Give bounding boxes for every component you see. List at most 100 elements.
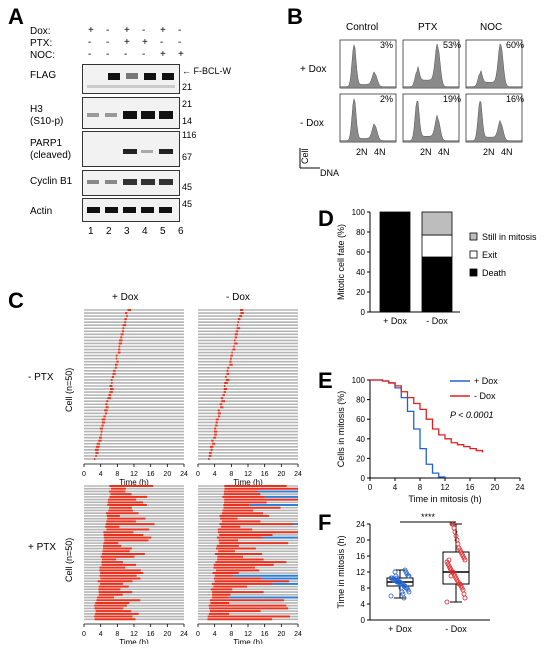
marker-actin-45: 45 (182, 199, 193, 209)
cell-fate-timelines: 0 4 8 12 16 20 24 Time (h) 0 4 8 12 16 20 24 Time (h) 0 4… (82, 309, 302, 644)
y-tick-label: 0 (361, 474, 366, 483)
data-point (446, 557, 452, 563)
x-tick-label: 16 (147, 471, 155, 478)
c-row-label-plus-ptx: + PTX (28, 542, 57, 553)
data-point (455, 541, 461, 547)
pct-ptx-plus: 53% (443, 40, 462, 50)
condition-sign: - (178, 25, 182, 36)
x-tick-label: 16 (466, 483, 475, 492)
bcl-w-label: F-BCL-W (193, 66, 232, 76)
y-tick-label: 80 (356, 228, 365, 237)
histogram-frame (339, 39, 397, 89)
pct-ptx-minus: 19% (443, 94, 462, 104)
y-tick-label: 8 (361, 584, 366, 593)
marker-cyclinb1-45: 45 (182, 182, 193, 192)
pct-noc-plus: 60% (506, 40, 525, 50)
legend-label: Still in mitosis (482, 232, 537, 242)
histogram-trace (402, 100, 460, 143)
x-tick-label: 8 (115, 631, 119, 638)
c-title-minus-dox: - Dox (226, 292, 250, 303)
axis-label-cell: Cell (300, 148, 310, 164)
x-tick-label: 0 (196, 631, 200, 638)
y-axis-label: Time in mitosis (h) (336, 535, 346, 608)
blot-cyclinb1 (82, 170, 180, 196)
category-label: + Dox (388, 624, 412, 634)
x-tick-label: 24 (294, 631, 302, 638)
x-tick-label: 4 (99, 631, 103, 638)
col-label-noc: NOC (480, 22, 503, 33)
blot-label-flag: FLAG (30, 70, 57, 81)
x-tick-label: 12 (244, 471, 252, 478)
x-tick-label: 20 (491, 483, 500, 492)
blot-label-parp1: PARP1 (30, 138, 63, 149)
blot-label-actin: Actin (30, 206, 53, 217)
condition-sign: - (88, 49, 92, 60)
legend-label: - Dox (474, 391, 496, 401)
c-title-plus-dox: + Dox (112, 292, 139, 303)
x-tick-label: 4 (99, 471, 103, 478)
histogram-frame (465, 39, 523, 89)
survival-line (370, 379, 484, 453)
lane-number: 5 (160, 226, 166, 237)
x-tick-label: 24 (180, 631, 188, 638)
x-tick-label: 12 (130, 471, 138, 478)
x-axis-label: Time in mitosis (h) (408, 494, 481, 504)
condition-sign: + (160, 25, 166, 36)
lane-number: 4 (142, 226, 148, 237)
x-tick-label: 16 (147, 631, 155, 638)
col-label-control: Control (346, 22, 379, 33)
condition-sign: - (106, 49, 110, 60)
x-tick-label: 8 (418, 483, 423, 492)
y-tick-label: 20 (356, 536, 365, 545)
y-tick-label: 24 (356, 520, 365, 529)
x-tick-label: 0 (82, 471, 86, 478)
bar-segment (421, 211, 453, 236)
histogram-frame (465, 93, 523, 143)
dox-label: Dox: (30, 26, 51, 37)
x-tick-label: 0 (82, 631, 86, 638)
blot-actin (82, 198, 180, 222)
histogram-trace (465, 100, 523, 143)
x-tick-label: 20 (277, 471, 285, 478)
condition-sign: - (124, 49, 128, 60)
flag-arrow-label: ← F-BCL-W (182, 66, 232, 76)
p-value-annotation: P < 0.0001 (450, 410, 493, 420)
data-point (388, 575, 394, 581)
lane-number: 1 (88, 226, 94, 237)
col-label-ptx: PTX (418, 22, 438, 33)
x-tick-label: 12 (130, 631, 138, 638)
data-point (461, 591, 467, 597)
condition-sign: + (88, 25, 94, 36)
panel-letter-b: B (287, 4, 303, 29)
category-label: - Dox (445, 624, 467, 634)
y-tick-label: 20 (356, 288, 365, 297)
y-tick-label: 40 (356, 268, 365, 277)
pct-noc-minus: 16% (506, 94, 525, 104)
x-axis-label: Time (h) (119, 478, 149, 487)
y-tick-label: 12 (356, 568, 365, 577)
y-tick-label: 100 (352, 376, 366, 385)
axis-label-dna: DNA (320, 168, 340, 178)
condition-sign: + (142, 37, 148, 48)
condition-sign: - (106, 25, 110, 36)
bar-segment (379, 211, 411, 313)
tick-4n-col3: 4N (501, 147, 513, 157)
x-tick-label: 24 (180, 471, 188, 478)
x-tick-label: 8 (229, 631, 233, 638)
y-tick-label: 60 (356, 415, 365, 424)
data-point (447, 565, 453, 571)
y-axis-label: Mitotic cell fate (%) (336, 224, 346, 300)
marker-parp1-67: 67 (182, 152, 193, 162)
category-label: + Dox (383, 316, 407, 326)
data-point (448, 573, 454, 579)
x-tick-label: 12 (244, 631, 252, 638)
blot-parp1 (82, 131, 180, 167)
panel-letter-d: D (318, 206, 334, 231)
y-tick-label: 100 (352, 208, 366, 217)
x-tick-label: 20 (163, 631, 171, 638)
condition-sign: - (142, 49, 146, 60)
x-tick-label: 0 (368, 483, 373, 492)
histogram-frame (339, 93, 397, 143)
condition-sign: + (160, 49, 166, 60)
panel-letter-a: A (8, 4, 24, 29)
